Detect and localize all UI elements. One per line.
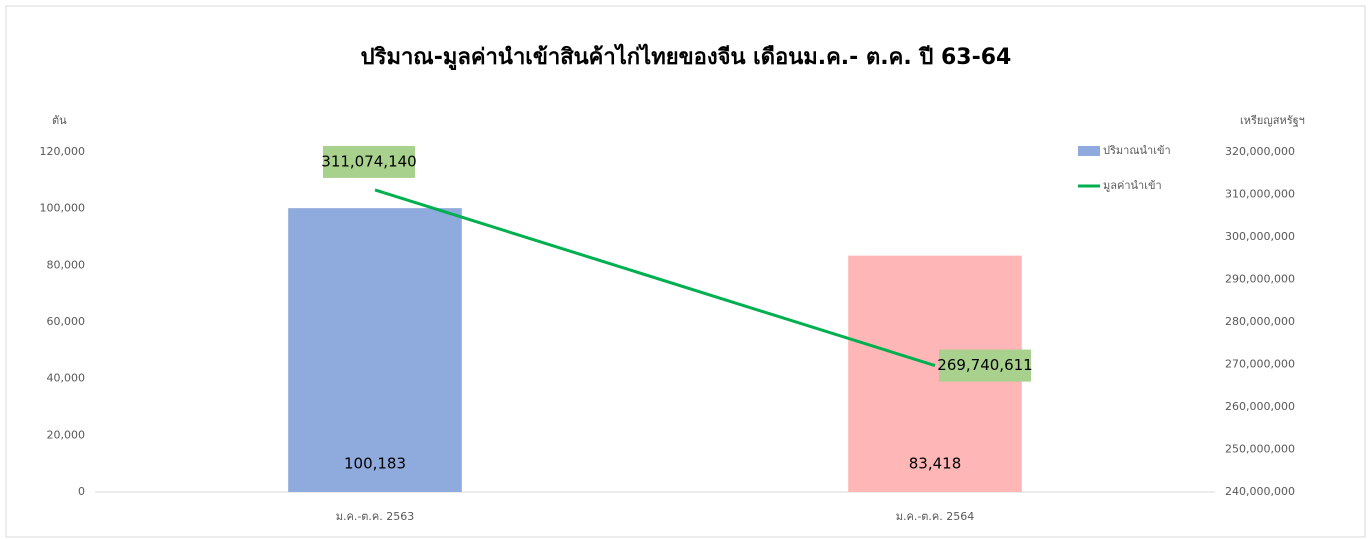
data-label: 100,183 <box>344 455 406 473</box>
x-tick-label: ม.ค.-ต.ค. 2564 <box>896 510 975 523</box>
x-tick-label: ม.ค.-ต.ค. 2563 <box>336 510 415 523</box>
data-label: 311,074,140 <box>321 152 416 170</box>
y-tick-label: 0 <box>78 485 85 498</box>
y-tick-label: 80,000 <box>47 258 86 271</box>
y2-tick-label: 260,000,000 <box>1225 400 1295 413</box>
y2-tick-label: 290,000,000 <box>1225 273 1295 286</box>
y-tick-label: 20,000 <box>47 428 86 441</box>
y2-tick-label: 310,000,000 <box>1225 188 1295 201</box>
y2-tick-label: 320,000,000 <box>1225 145 1295 158</box>
y-tick-label: 60,000 <box>47 315 86 328</box>
y2-axis-label: เหรียญสหรัฐฯ <box>1240 114 1305 127</box>
y2-tick-label: 280,000,000 <box>1225 315 1295 328</box>
data-label-box <box>323 145 415 178</box>
y-tick-label: 120,000 <box>40 145 86 158</box>
legend-swatch <box>1078 146 1100 156</box>
y2-tick-label: 250,000,000 <box>1225 443 1295 456</box>
line <box>374 188 936 368</box>
data-label-box <box>939 349 1031 382</box>
y2-tick-label: 300,000,000 <box>1225 230 1295 243</box>
y-tick-label: 40,000 <box>47 372 86 385</box>
data-label: 83,418 <box>909 455 962 473</box>
legend-label: มูลค่านำเข้า <box>1103 179 1162 192</box>
bar <box>288 208 462 492</box>
y2-tick-label: 270,000,000 <box>1225 358 1295 371</box>
data-label: 269,740,611 <box>937 356 1032 374</box>
y2-tick-label: 240,000,000 <box>1225 485 1295 498</box>
y-axis-label: ตัน <box>52 114 67 127</box>
chart-border <box>5 5 1366 538</box>
legend-label: ปริมาณนำเข้า <box>1103 144 1171 157</box>
y-tick-label: 100,000 <box>40 202 86 215</box>
chart-title: ปริมาณ-มูลค่านำเข้าสินค้าไก่ไทยของจีน เด… <box>361 43 1012 71</box>
